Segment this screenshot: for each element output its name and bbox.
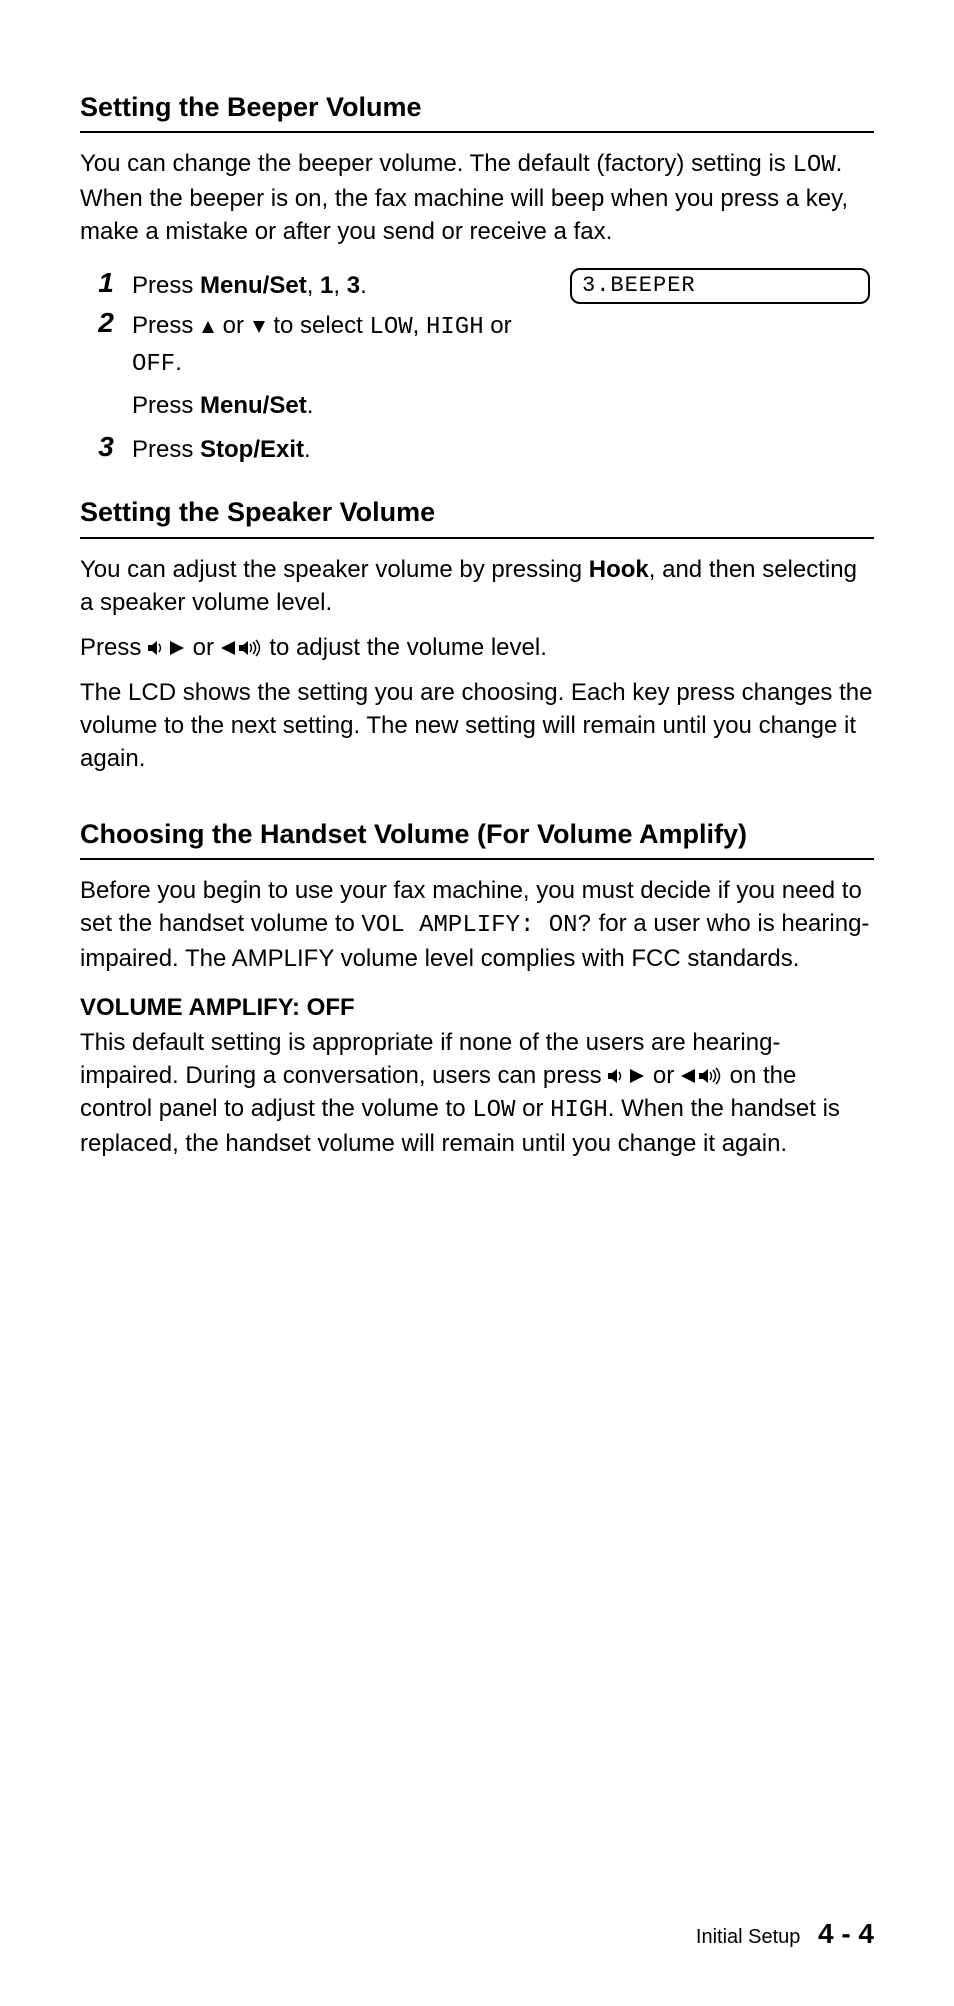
section3-p2: This default setting is appropriate if n…: [80, 1026, 874, 1160]
speaker-low-left-icon: [608, 1067, 646, 1085]
step-3: 3 Press Stop/Exit.: [80, 430, 520, 468]
text: Press: [132, 436, 200, 463]
section3-p1: Before you begin to use your fax machine…: [80, 874, 874, 975]
text: Press: [132, 312, 200, 339]
steps-container: 3.BEEPER 1 Press Menu/Set, 1, 3. 2 Press…: [80, 266, 874, 467]
page-footer: Initial Setup 4 - 4: [696, 1918, 874, 1950]
text: or: [515, 1095, 550, 1122]
text-mono: LOW: [369, 314, 412, 341]
text: .: [360, 272, 367, 299]
manual-page: Setting the Beeper Volume You can change…: [0, 0, 954, 2006]
text-bold: 1: [320, 272, 333, 299]
text-mono: LOW: [792, 152, 835, 179]
section3-subheading: VOLUME AMPLIFY: OFF: [80, 994, 874, 1022]
text-bold: Menu/Set: [200, 392, 307, 419]
text: .: [307, 392, 314, 419]
down-arrow-icon: [251, 319, 267, 335]
section2-heading: Setting the Speaker Volume: [80, 495, 874, 530]
text: Press: [132, 392, 200, 419]
steps-list-cont: 3 Press Stop/Exit.: [80, 430, 520, 468]
text-mono: HIGH: [426, 314, 484, 341]
section2-rule: [80, 537, 874, 539]
lcd-display: 3.BEEPER: [570, 268, 870, 304]
text: Press: [132, 272, 200, 299]
section1-heading: Setting the Beeper Volume: [80, 90, 874, 125]
text-mono: HIGH: [550, 1097, 608, 1124]
step-body: Press Menu/Set, 1, 3.: [132, 266, 367, 304]
text: or: [216, 312, 251, 339]
text: ,: [333, 272, 346, 299]
step-body: Press Stop/Exit.: [132, 430, 311, 468]
text: You can adjust the speaker volume by pre…: [80, 556, 589, 583]
text: ,: [307, 272, 320, 299]
speaker-low-left-icon: [148, 639, 186, 657]
footer-page: 4 - 4: [818, 1918, 874, 1949]
text-bold: 3: [347, 272, 360, 299]
text-mono: OFF: [132, 351, 175, 378]
text: to adjust the volume level.: [263, 634, 547, 661]
section3-heading: Choosing the Handset Volume (For Volume …: [80, 817, 874, 852]
section3-rule: [80, 858, 874, 860]
speaker-high-right-icon: [681, 1067, 723, 1085]
text: .: [304, 436, 311, 463]
text: to select: [267, 312, 370, 339]
step-body: Press or to select LOW, HIGH or OFF.: [132, 306, 520, 383]
step-number: 2: [80, 306, 132, 340]
section1-intro: You can change the beeper volume. The de…: [80, 147, 874, 248]
text: .: [175, 349, 182, 376]
text-bold: Stop/Exit: [200, 436, 304, 463]
text-bold: Hook: [589, 556, 649, 583]
section2-p1: You can adjust the speaker volume by pre…: [80, 553, 874, 619]
text: Press: [80, 634, 148, 661]
footer-label: Initial Setup: [696, 1926, 801, 1948]
section1-rule: [80, 131, 874, 133]
text: You can change the beeper volume. The de…: [80, 150, 792, 177]
step-number: 3: [80, 430, 132, 464]
text-mono: VOL AMPLIFY: ON?: [362, 912, 592, 939]
up-arrow-icon: [200, 319, 216, 335]
step-2: 2 Press or to select LOW, HIGH or OFF.: [80, 306, 520, 383]
step-2-sub: Press Menu/Set.: [132, 389, 874, 424]
text: or: [186, 634, 221, 661]
text-mono: LOW: [472, 1097, 515, 1124]
text-bold: Menu/Set: [200, 272, 307, 299]
section2-p2: Press or to adjust the volume level.: [80, 631, 874, 664]
text: ,: [413, 312, 426, 339]
step-number: 1: [80, 266, 132, 300]
section2-p3: The LCD shows the setting you are choosi…: [80, 676, 874, 775]
text: or: [484, 312, 512, 339]
speaker-high-right-icon: [221, 639, 263, 657]
steps-list: 1 Press Menu/Set, 1, 3. 2 Press or to se…: [80, 266, 520, 382]
step-1: 1 Press Menu/Set, 1, 3.: [80, 266, 520, 304]
text: or: [646, 1062, 681, 1089]
